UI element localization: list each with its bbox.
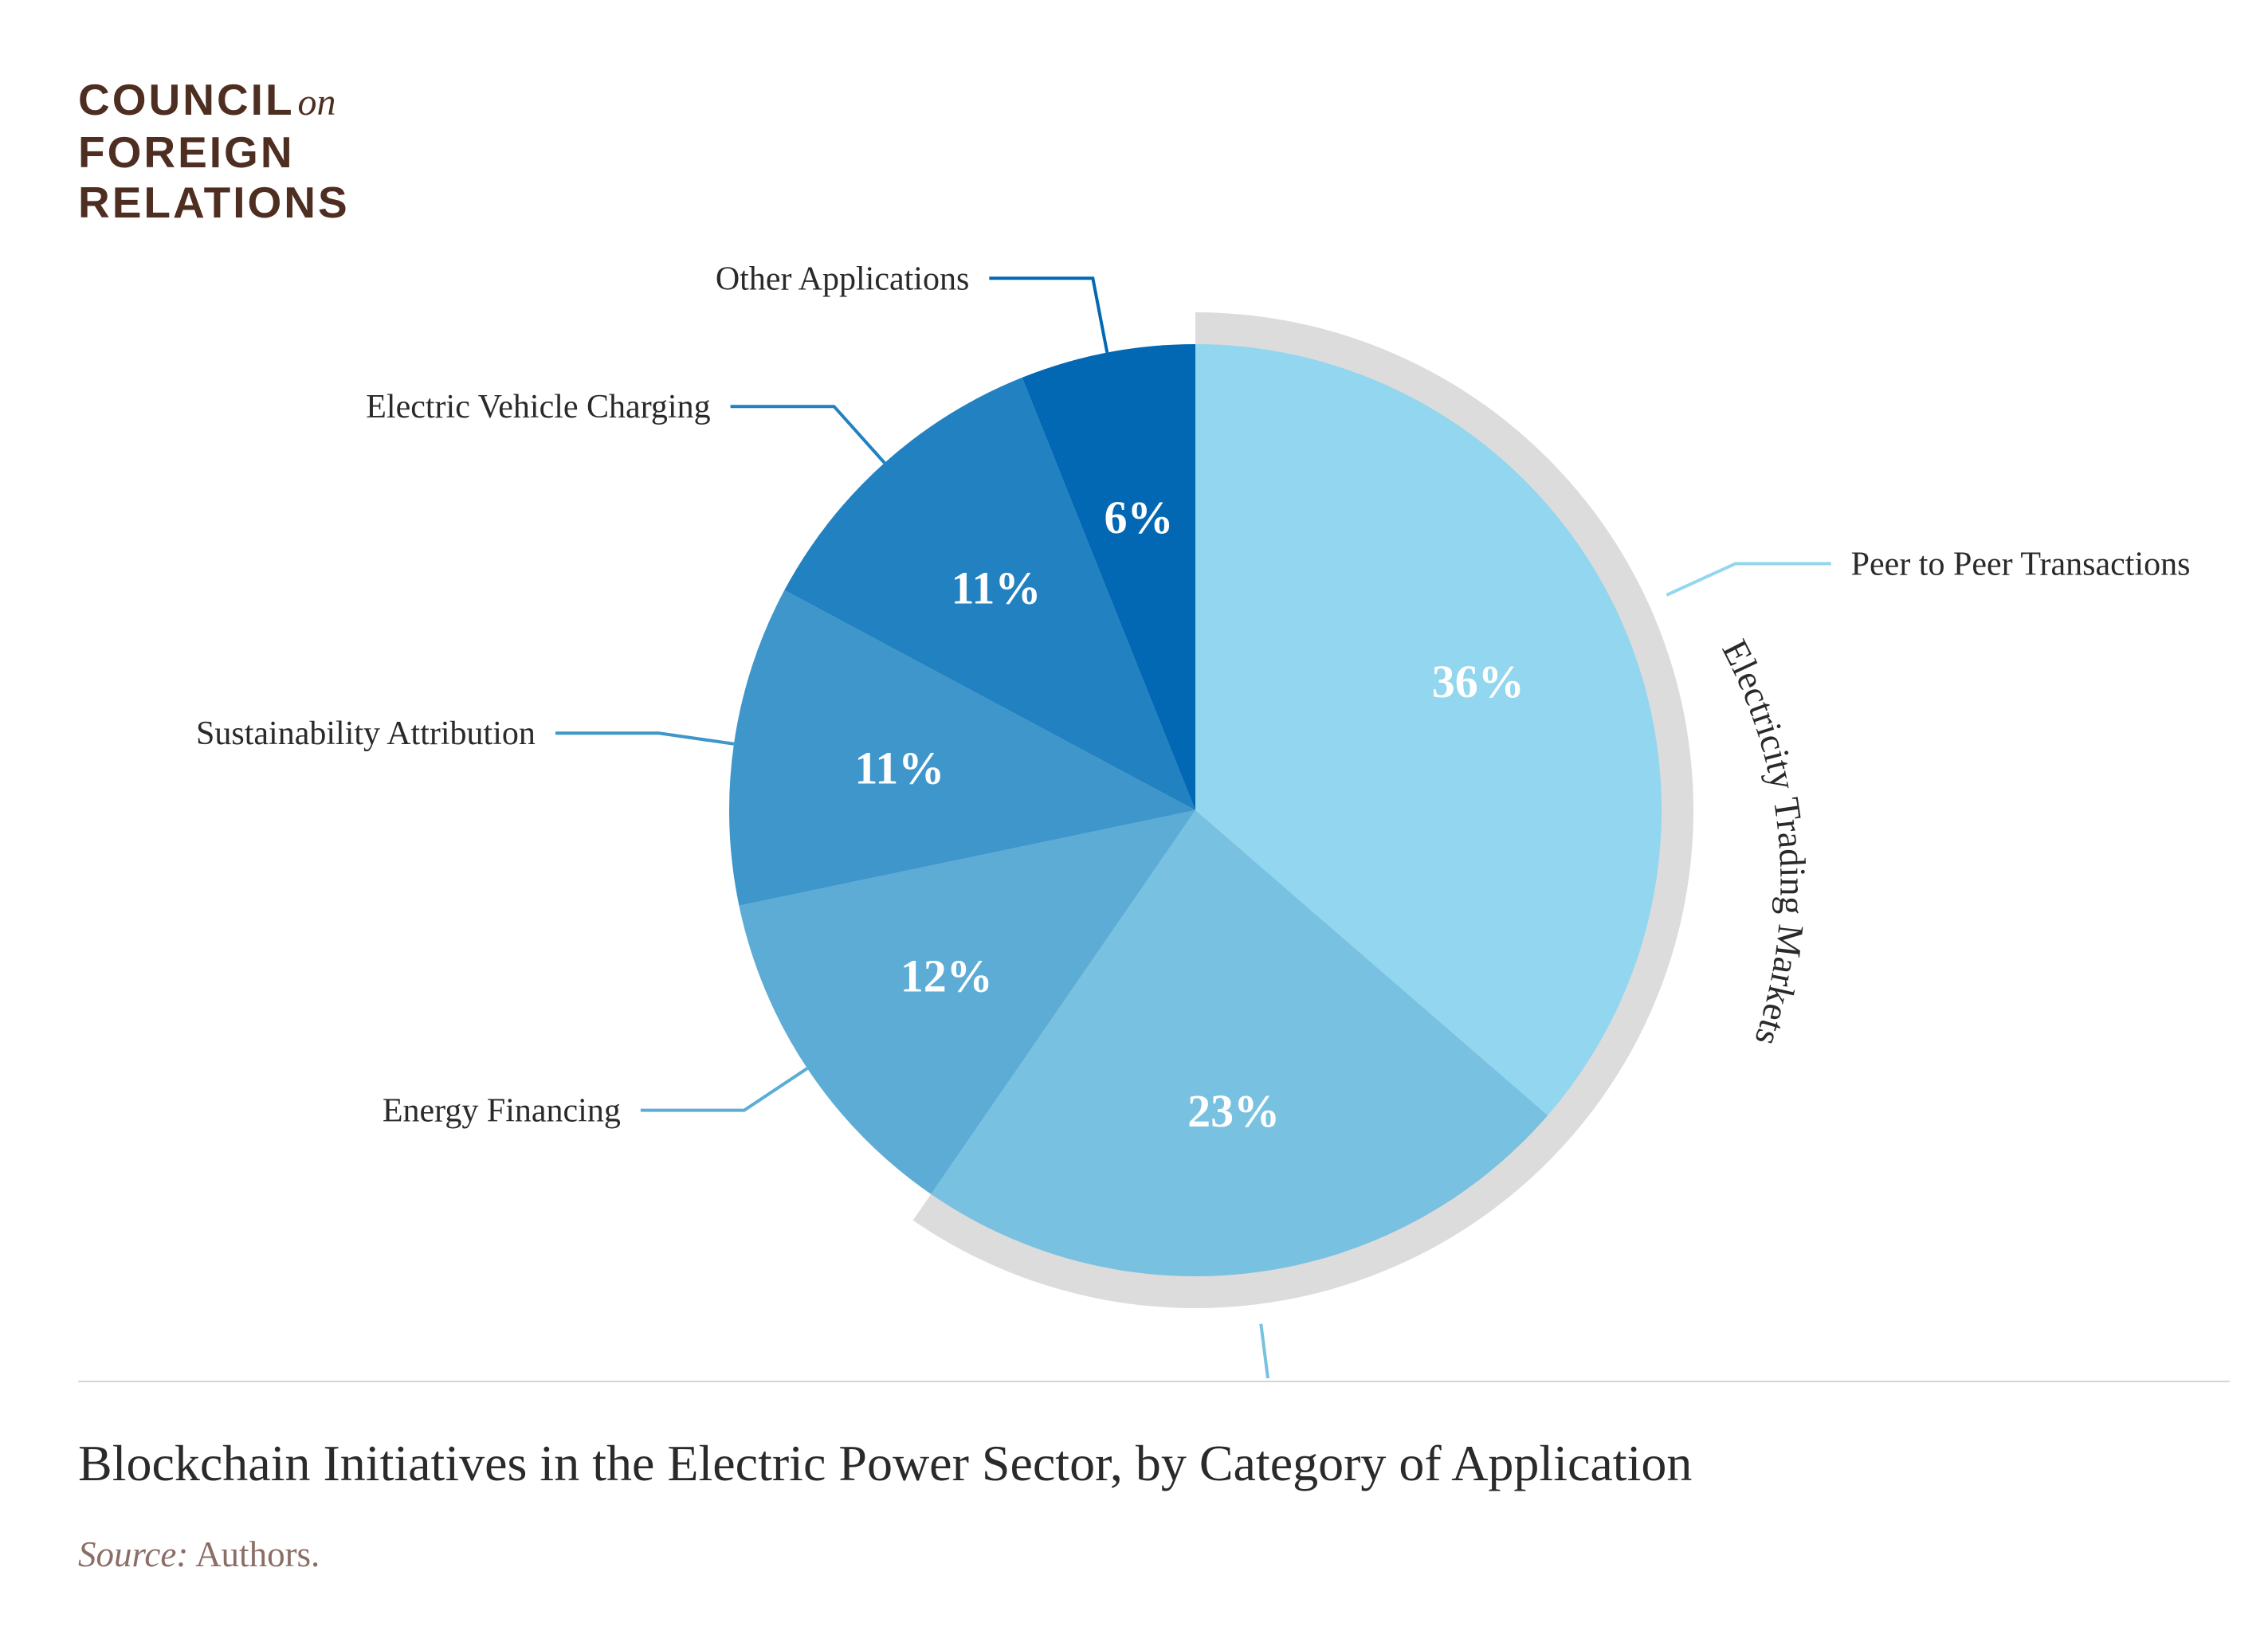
pie-slice-sustainability-attribution bbox=[729, 590, 1195, 906]
source-text: Authors. bbox=[195, 1534, 320, 1574]
category-label-sustainability-attribution: Sustainability Attribution bbox=[196, 715, 536, 752]
category-label-electric-vehicle-charging: Electric Vehicle Charging bbox=[366, 389, 710, 425]
divider bbox=[78, 1381, 2230, 1382]
value-label-electric-vehicle-charging: 11% bbox=[952, 562, 1042, 614]
source-label: Source: bbox=[78, 1534, 189, 1574]
leader-line-energy-financing bbox=[640, 1067, 809, 1112]
pie-slice-other-applications bbox=[1022, 344, 1195, 810]
value-label-other-applications: 6% bbox=[1105, 492, 1174, 543]
category-label-energy-financing: Energy Financing bbox=[383, 1093, 621, 1130]
source-note: Source: Authors. bbox=[78, 1534, 320, 1575]
logo-line3: RELATIONS bbox=[78, 178, 350, 227]
cfr-logo: COUNCILon FOREIGN RELATIONS bbox=[78, 75, 350, 228]
logo-line1: COUNCIL bbox=[78, 75, 295, 124]
leader-line-grid-transactions bbox=[1259, 1323, 1270, 1378]
value-label-sustainability-attribution: 11% bbox=[854, 743, 944, 794]
leader-line-other-applications bbox=[989, 276, 1109, 353]
value-label-grid-transactions: 23% bbox=[1187, 1085, 1280, 1137]
leader-line-electric-vehicle-charging bbox=[730, 405, 886, 464]
category-label-other-applications: Other Applications bbox=[716, 261, 969, 297]
pie-chart: 36% 23% 12% 11% 11% 6% Peer to Peer Transacti… bbox=[196, 261, 2191, 1378]
pie-slice-electric-vehicle-charging bbox=[784, 377, 1195, 810]
leader-line-sustainability-attribution bbox=[555, 731, 735, 746]
leader-line-peer-to-peer-transactions bbox=[1666, 562, 1831, 597]
logo-line2: FOREIGN bbox=[78, 127, 295, 177]
value-label-energy-financing: 12% bbox=[901, 950, 993, 1002]
pie-slice-grid-transactions bbox=[931, 810, 1548, 1276]
logo-on: on bbox=[297, 81, 336, 123]
pie-slice-energy-financing bbox=[739, 810, 1195, 1194]
category-label-peer-to-peer-transactions: Peer to Peer Transactions bbox=[1851, 547, 2191, 583]
value-label-peer-to-peer-transactions: 36% bbox=[1432, 656, 1524, 707]
chart-title: Blockchain Initiatives in the Electric P… bbox=[78, 1435, 1693, 1491]
group-label: Electricity Trading Markets bbox=[1714, 633, 1813, 1051]
pie-slice-peer-to-peer-transactions bbox=[1195, 344, 1662, 1116]
